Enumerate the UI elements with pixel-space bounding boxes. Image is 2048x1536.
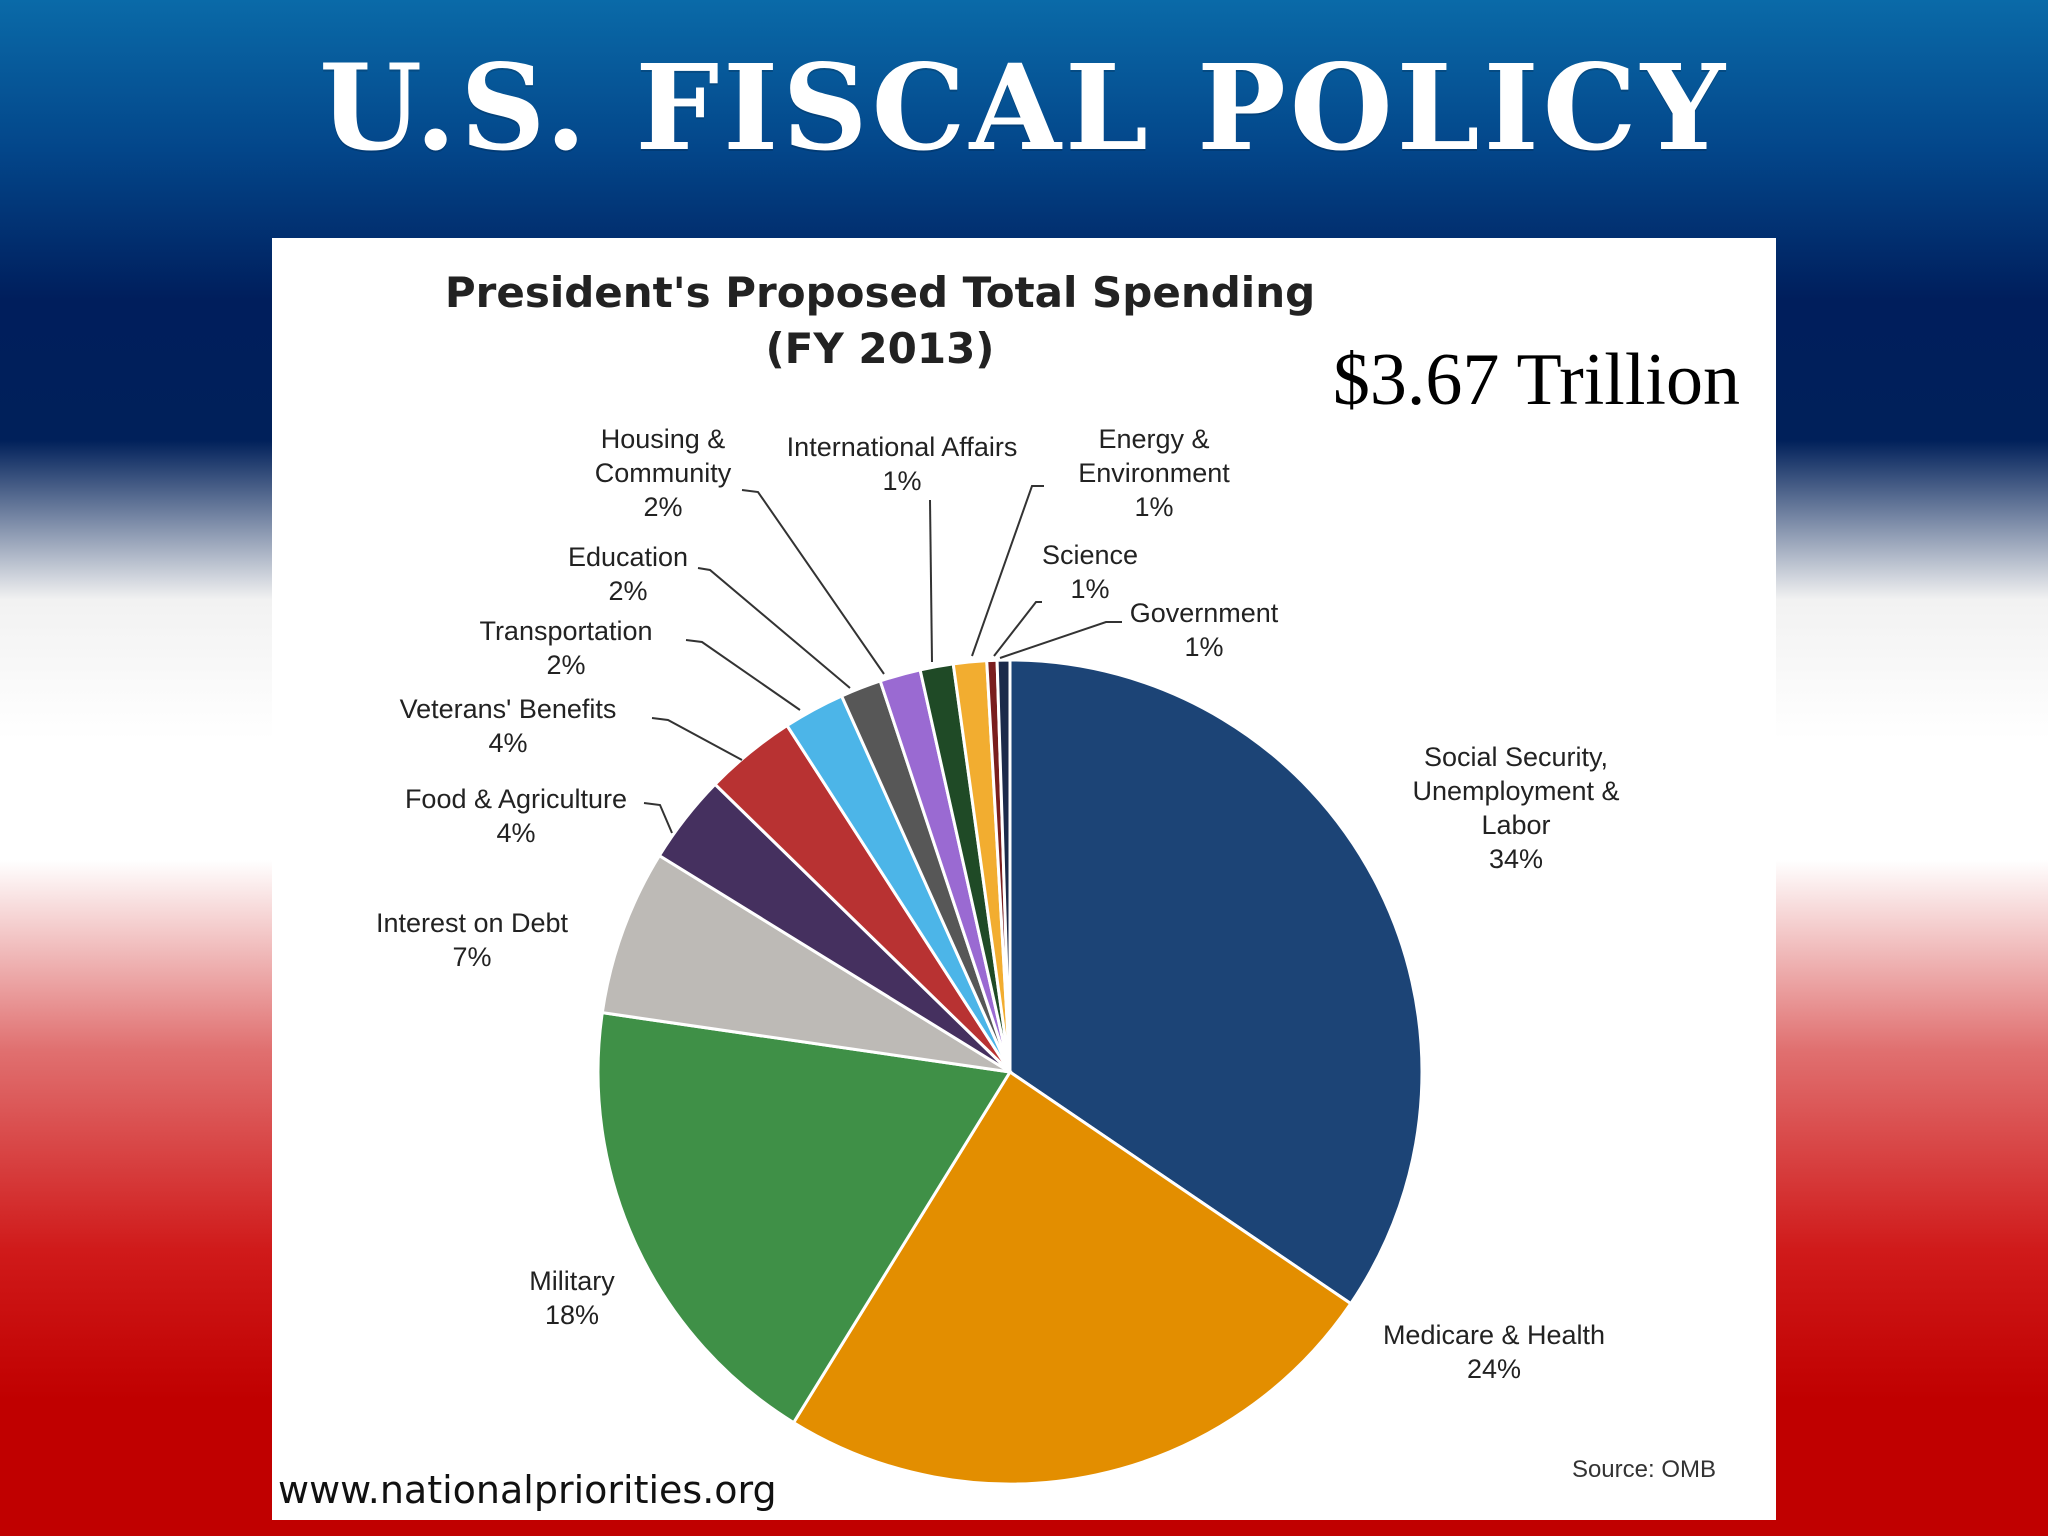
leader-line (685, 639, 801, 711)
chart-panel: President's Proposed Total Spending (FY … (272, 238, 1776, 1520)
leader-line (643, 802, 673, 834)
slice-label: Energy & Environment 1% (1078, 424, 1230, 522)
pie-slice (1008, 658, 1424, 1306)
slice-label: Housing & Community 2% (595, 424, 732, 522)
slice-label: Transportation 2% (479, 616, 652, 680)
slice-label: Interest on Debt 7% (376, 908, 569, 972)
leader-line (651, 717, 743, 761)
pie-slice (995, 658, 1012, 1073)
slice-label: Government 1% (1130, 598, 1279, 662)
leader-line (929, 499, 933, 663)
leader-line (993, 601, 1042, 657)
slice-label: Military 18% (529, 1266, 615, 1330)
pie-slice (600, 853, 1011, 1074)
slice-label: Education 2% (568, 542, 688, 606)
slice-label: Medicare & Health 24% (1383, 1320, 1605, 1384)
chart-title: President's Proposed Total Spending (444, 268, 1316, 317)
slice-label: Food & Agriculture 4% (405, 784, 627, 848)
total-spending-label: $3.67 Trillion (1332, 339, 1740, 421)
slide-title: U.S. FISCAL POLICY (319, 38, 1729, 177)
pie-slice (596, 1010, 1013, 1425)
slice-label: Social Security, Unemployment & Labor 34% (1412, 742, 1619, 874)
chart-subtitle: (FY 2013) (765, 324, 995, 373)
leader-line (999, 621, 1122, 659)
leader-line (971, 485, 1044, 657)
leader-line (697, 567, 851, 689)
slice-label: Science 1% (1042, 540, 1138, 604)
pie-chart: Social Security, Unemployment & Labor 34% Me… (376, 424, 1620, 1486)
leader-line (741, 489, 885, 675)
slice-label: Veterans' Benefits 4% (400, 694, 617, 758)
pie-slice (791, 1069, 1353, 1486)
source-url: www.nationalpriorities.org (278, 1468, 777, 1512)
source-credit: Source: OMB (1571, 1456, 1716, 1483)
slice-label: International Affairs 1% (787, 432, 1018, 496)
